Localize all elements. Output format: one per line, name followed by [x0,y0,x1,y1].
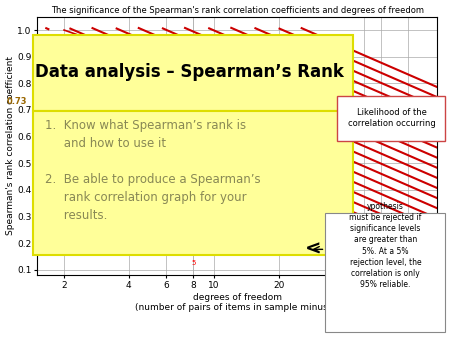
FancyBboxPatch shape [325,213,446,332]
Y-axis label: Spearman's rank correlation coefficient: Spearman's rank correlation coefficient [5,56,14,236]
Text: <: < [305,240,322,259]
Text: 5: 5 [191,260,195,266]
X-axis label: degrees of freedom
(number of pairs of items in sample minus 2): degrees of freedom (number of pairs of i… [135,292,340,312]
Text: Likelihood of the
correlation occurring: Likelihood of the correlation occurring [347,108,435,128]
Text: 1.  Know what Spearman’s rank is
     and how to use it

2.  Be able to produce : 1. Know what Spearman’s rank is and how … [45,119,261,222]
Text: 0.73: 0.73 [7,97,27,106]
Title: The significance of the Spearman's rank correlation coefficients and degrees of : The significance of the Spearman's rank … [51,5,424,15]
FancyBboxPatch shape [33,111,353,255]
Text: ypothesis
must be rejected if
significance levels
are greater than
5%. At a 5%
r: ypothesis must be rejected if significan… [349,202,422,289]
Text: Data analysis – Spearman’s Rank: Data analysis – Spearman’s Rank [35,63,344,81]
FancyBboxPatch shape [33,35,353,111]
FancyBboxPatch shape [338,96,446,141]
